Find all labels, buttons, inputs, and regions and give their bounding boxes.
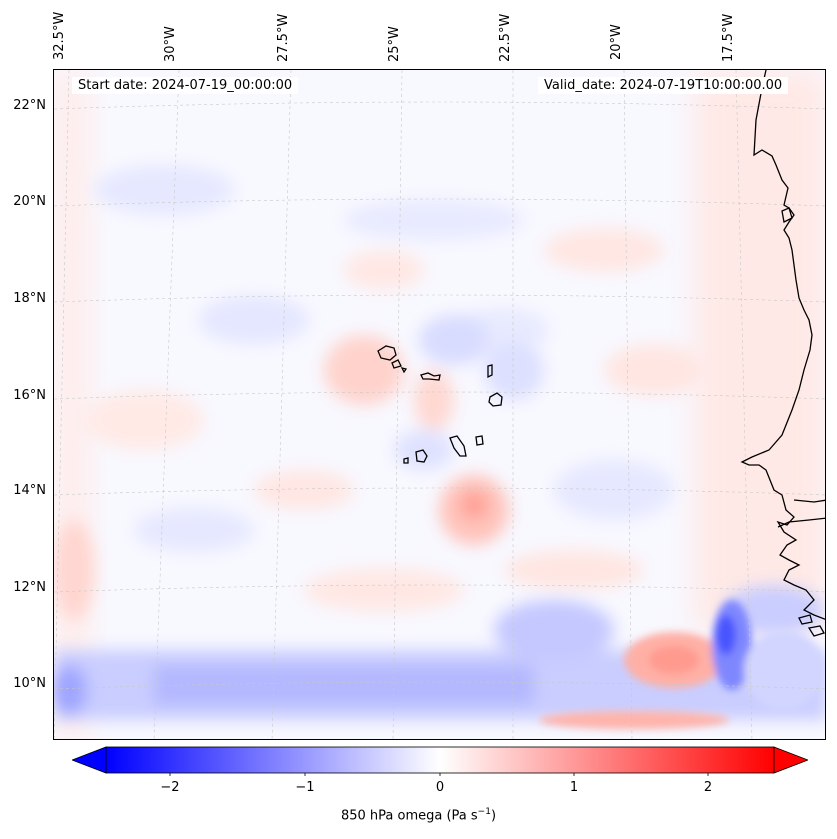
cape-verde-islands — [377, 345, 503, 464]
weak-descent-patch — [304, 568, 464, 612]
meridian-32-5w — [54, 70, 70, 739]
coastline — [740, 70, 825, 637]
colorbar-tick-label: 0 — [435, 780, 445, 795]
lat-label-16n: 16°N — [13, 388, 46, 403]
colorbar-extend-max — [773, 746, 808, 774]
colorbar — [72, 746, 808, 776]
coastal-island — [807, 625, 825, 637]
gambia-estuary — [793, 499, 825, 503]
weak-descent-patch — [84, 390, 204, 450]
ascent-core-islands — [419, 315, 489, 365]
field-east-descent — [694, 70, 825, 630]
island-fogo — [415, 449, 428, 463]
parallel-10n — [54, 681, 825, 690]
meridian-17-5w — [735, 70, 753, 739]
weak-ascent-patch — [344, 200, 524, 240]
meridian-20w — [623, 70, 633, 739]
graticule — [54, 70, 825, 739]
island-sao-vicente — [391, 359, 402, 369]
parallel-14n — [54, 487, 825, 496]
weak-descent-patch — [344, 250, 424, 290]
island-brava — [403, 457, 409, 464]
lon-label-32-5w: 32.5°W — [52, 11, 67, 60]
lat-label-20n: 20°N — [13, 194, 46, 209]
island-santiago — [449, 435, 467, 457]
descent-peak-south-islands — [460, 491, 488, 519]
coastal-island — [798, 614, 813, 625]
weak-ascent-patch — [94, 165, 234, 215]
africa-coastline — [740, 70, 825, 620]
parallel-20n — [54, 198, 825, 207]
ascent-patch-south — [494, 600, 614, 660]
parallel-12n — [54, 584, 825, 593]
field-strong-anomalies — [539, 600, 824, 729]
colorbar-label-exponent: −1 — [477, 807, 491, 817]
colorbar-label-suffix: ) — [490, 808, 497, 824]
colorbar-label-text: 850 hPa omega (Pa s — [340, 808, 478, 824]
island-sal — [487, 364, 493, 379]
colorbar-tick-label: −2 — [160, 780, 180, 795]
weak-ascent-patch — [554, 460, 674, 520]
lon-label-27-5w: 27.5°W — [276, 13, 291, 62]
meridian-30w — [153, 70, 180, 739]
valid-date-label: Valid_date: 2024-07-19T10:00:00.00 — [538, 77, 789, 94]
colorbar-tick-label: 2 — [703, 780, 713, 795]
africa-coast-inlet — [777, 517, 825, 528]
meridian-27-5w — [271, 70, 292, 739]
colorbar-label: 850 hPa omega (Pa s−1) — [0, 807, 837, 823]
coastal-island — [781, 207, 793, 223]
island-boa-vista — [488, 392, 503, 407]
lon-label-20w: 20°W — [609, 24, 624, 60]
lat-label-18n: 18°N — [13, 291, 46, 306]
island-santo-antao — [377, 345, 397, 361]
start-date-label: Start date: 2024-07-19_00:00:00 — [72, 77, 299, 94]
ascent-core-islands — [484, 340, 544, 400]
ascent-band-west-edge — [54, 665, 87, 715]
ascent-band-core — [154, 665, 534, 705]
lat-label-14n: 14°N — [13, 483, 46, 498]
weak-descent-patch — [254, 470, 354, 510]
lat-label-22n: 22°N — [13, 98, 46, 113]
weak-ascent-patch — [199, 296, 309, 344]
meridian-25w — [392, 70, 403, 739]
colorbar-ticks — [169, 773, 709, 776]
parallel-22n — [54, 101, 825, 110]
colorbar-extend-min — [72, 746, 107, 774]
colorbar-tick-label: −1 — [295, 780, 315, 795]
island-santa-luzia — [400, 367, 408, 374]
field-moderate-anomalies — [324, 315, 544, 545]
parallel-18n — [54, 294, 825, 303]
lat-label-12n: 12°N — [13, 580, 46, 595]
lon-label-22-5w: 22.5°W — [498, 13, 513, 62]
omega-field — [54, 70, 825, 739]
island-sao-nicolau — [420, 372, 441, 381]
ascent-patch-islands — [394, 430, 454, 470]
omega-field-map — [54, 70, 825, 739]
colorbar-tick-label: 1 — [569, 780, 579, 795]
descent-core-west-islands — [324, 335, 404, 405]
field-weak-anomalies — [54, 165, 704, 620]
descent-core-islands — [414, 370, 454, 430]
lon-label-30w: 30°W — [163, 26, 178, 62]
lon-label-17-5w: 17.5°W — [721, 13, 736, 62]
lon-label-25w: 25°W — [387, 26, 402, 62]
weak-descent-patch — [604, 344, 704, 396]
ascent-peak-south-east — [716, 615, 736, 655]
lat-label-10n: 10°N — [13, 676, 46, 691]
ascent-patch-coast — [744, 630, 824, 710]
descent-strip-south — [539, 711, 729, 729]
weak-ascent-patch — [134, 508, 254, 552]
colorbar-gradient — [105, 746, 775, 774]
island-maio — [475, 435, 484, 446]
weak-descent-patch — [54, 520, 94, 620]
parallel-16n — [54, 391, 825, 400]
descent-peak-south-east — [649, 646, 699, 674]
weak-descent-patch — [504, 550, 644, 590]
omega-map-panel — [53, 69, 826, 740]
field-west-descent — [54, 70, 89, 739]
weak-descent-patch — [544, 228, 664, 272]
